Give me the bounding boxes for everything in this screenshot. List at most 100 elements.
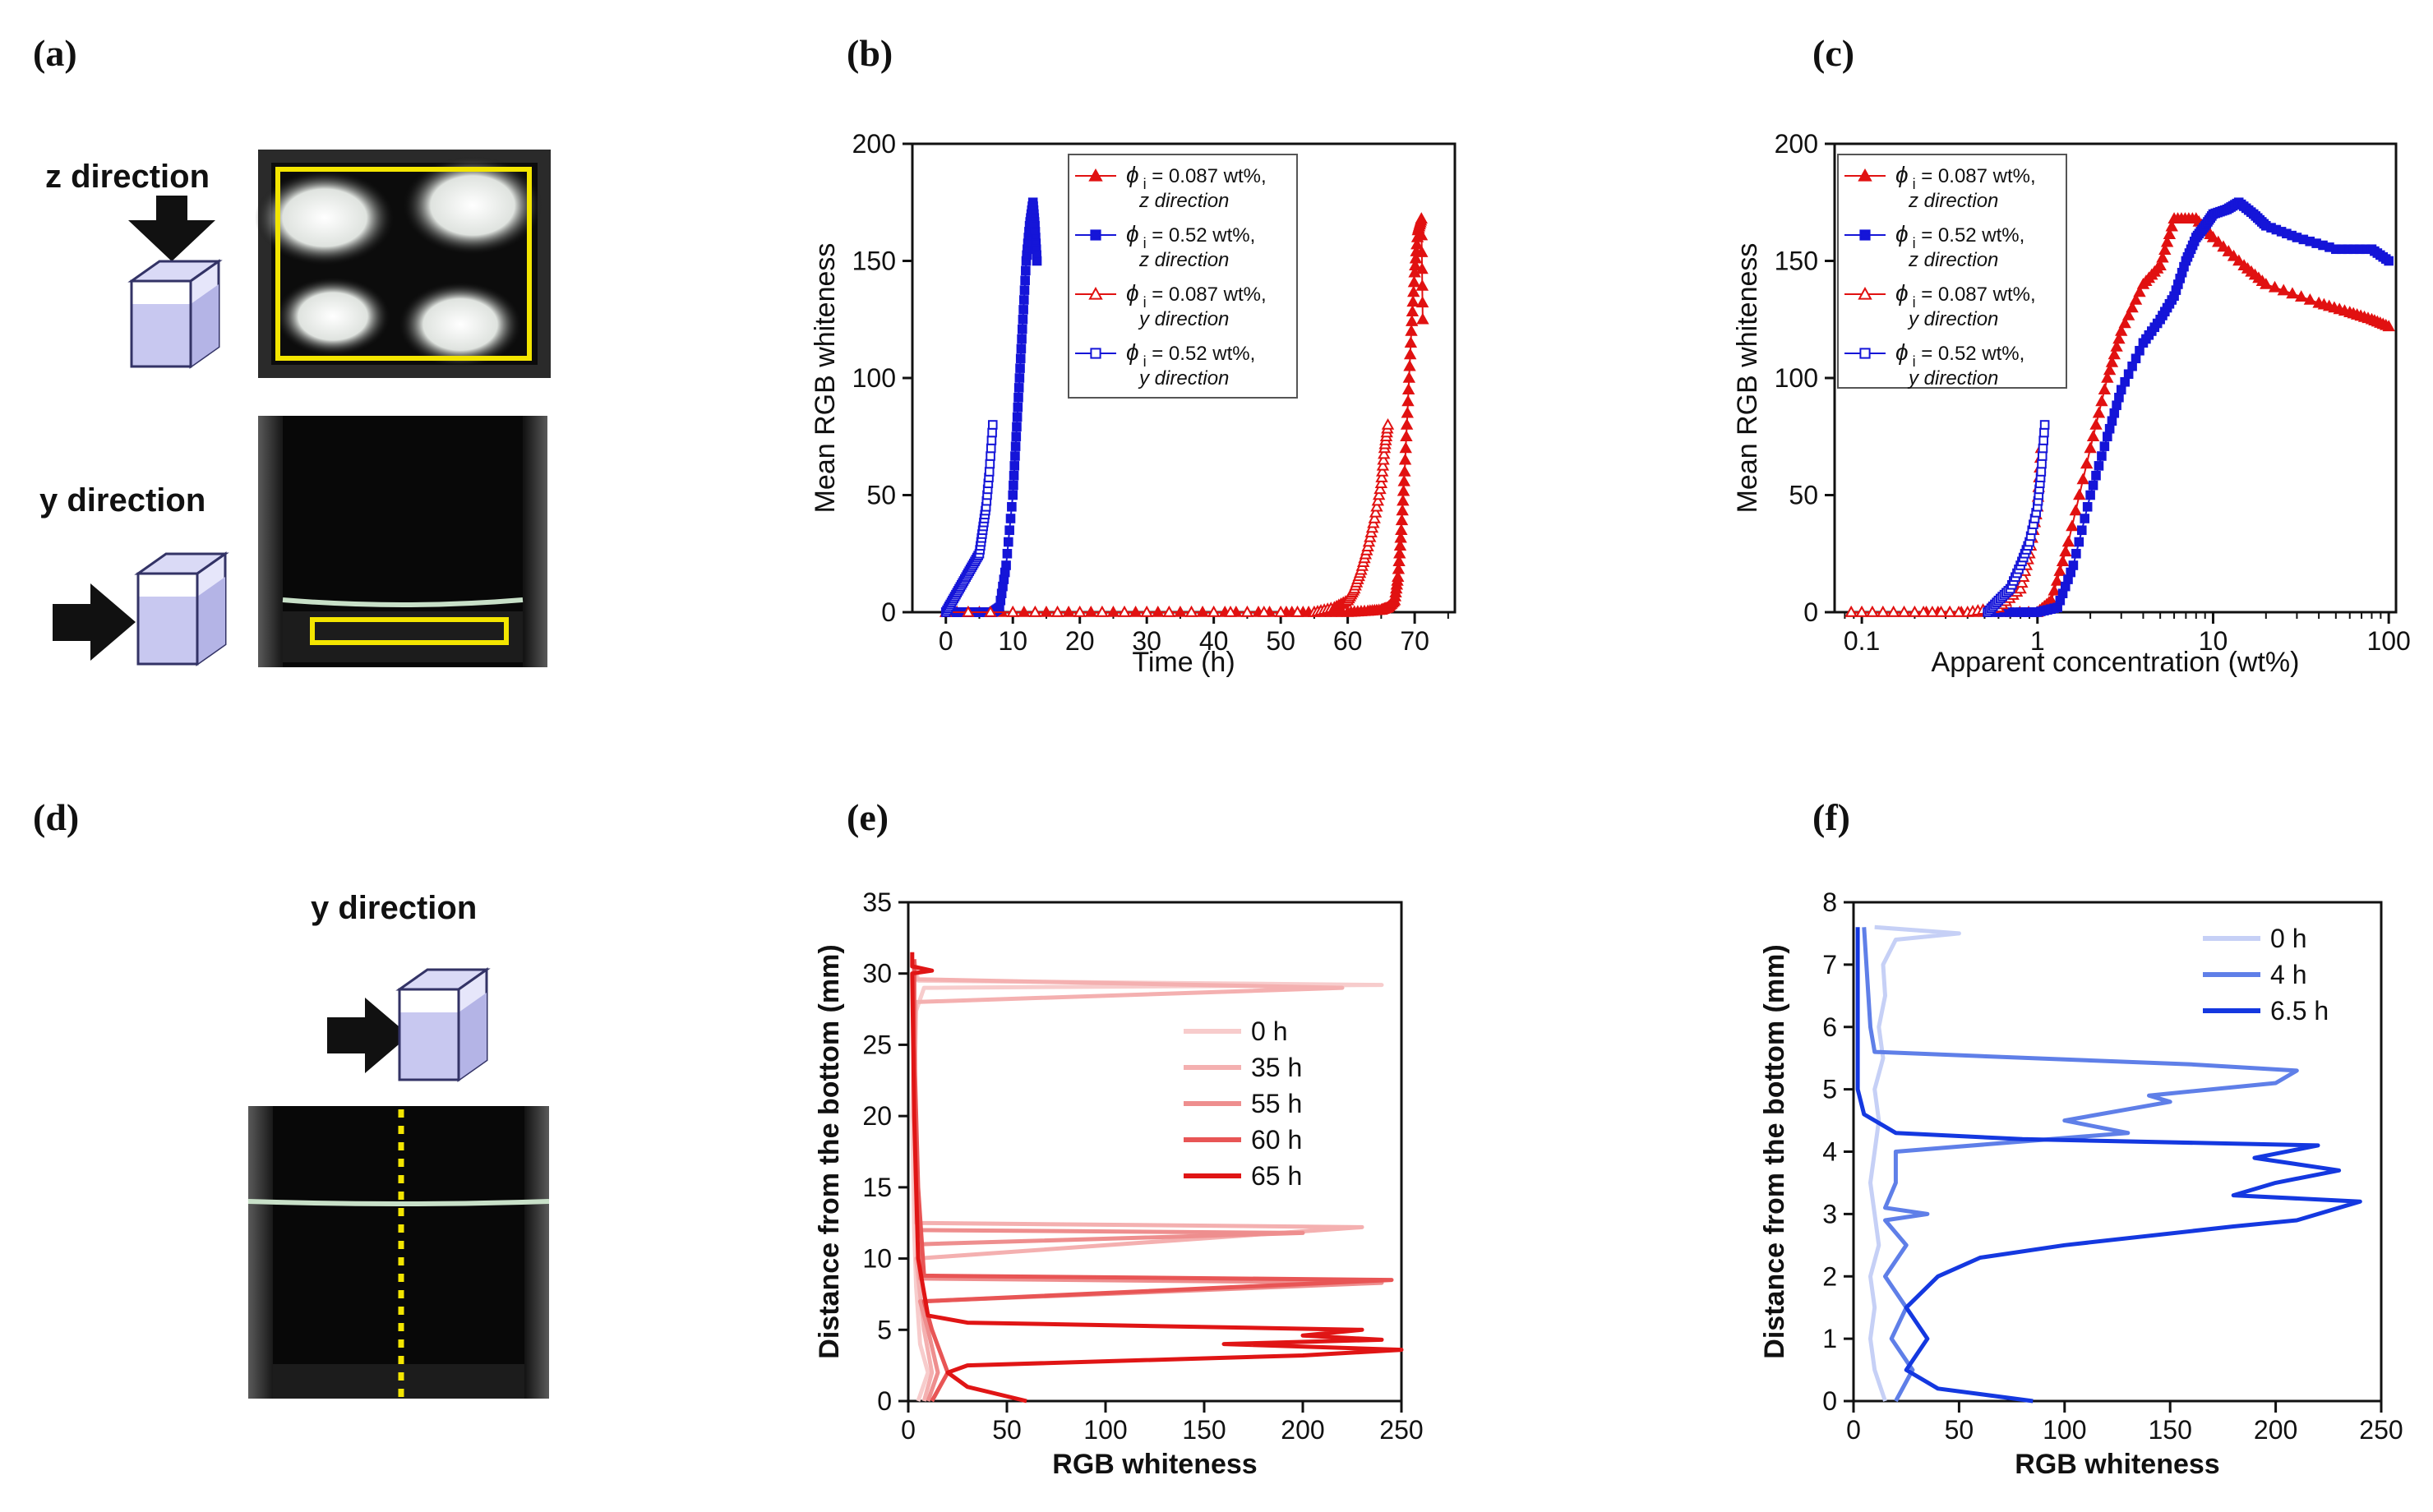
legend-label: ϕ i = 0.087 wt%, bbox=[1126, 280, 1267, 311]
data-point bbox=[1416, 312, 1429, 325]
data-point bbox=[1050, 605, 1064, 617]
data-point bbox=[1415, 262, 1429, 274]
data-point bbox=[1290, 605, 1304, 617]
chart-c: 0.1 1 10 100 0 50 100 150 200 Apparent concentrat… bbox=[1732, 129, 2411, 678]
data-point bbox=[962, 605, 975, 617]
data-point bbox=[1397, 474, 1410, 486]
series-0-087-wt-y bbox=[1844, 441, 2048, 617]
legend-marker bbox=[1088, 286, 1103, 300]
data-point bbox=[1369, 505, 1383, 518]
y-tick-label: 8 bbox=[1822, 887, 1837, 917]
data-point bbox=[2092, 406, 2106, 418]
data-point bbox=[1908, 605, 1922, 617]
data-point bbox=[2127, 361, 2137, 371]
data-point bbox=[1897, 605, 1911, 617]
data-point bbox=[1844, 605, 1858, 617]
legend-label: 35 h bbox=[1251, 1053, 1302, 1082]
data-point bbox=[1393, 546, 1406, 559]
data-point bbox=[2097, 451, 2107, 461]
data-point bbox=[1016, 343, 1027, 354]
data-point bbox=[2076, 525, 2087, 536]
data-point bbox=[2086, 430, 2100, 442]
right-arrow-icon bbox=[327, 998, 409, 1073]
z-direction-label: z direction bbox=[45, 159, 210, 195]
data-point bbox=[2015, 576, 2029, 588]
x-tick-label: 50 bbox=[992, 1415, 1022, 1445]
data-point bbox=[1018, 305, 1028, 315]
data-point bbox=[1368, 511, 1381, 523]
data-point bbox=[1410, 237, 1424, 250]
data-point bbox=[1403, 359, 1416, 371]
panel-label-e: (e) bbox=[847, 796, 889, 838]
legend-box bbox=[1068, 154, 1298, 399]
data-point bbox=[1012, 412, 1023, 422]
y-tick-label: 15 bbox=[862, 1173, 892, 1202]
data-point bbox=[2073, 488, 2086, 500]
data-point bbox=[1392, 562, 1406, 574]
data-point bbox=[1018, 314, 1028, 325]
data-point bbox=[1028, 605, 1042, 617]
series-4-h bbox=[1862, 927, 2299, 1403]
y-tick-label: 200 bbox=[852, 129, 896, 159]
legend-label: ϕ i = 0.087 wt%, bbox=[1895, 162, 2036, 192]
data-point bbox=[1397, 484, 1410, 496]
photo-d bbox=[247, 1106, 550, 1399]
data-point bbox=[1021, 265, 1031, 276]
highlight-box bbox=[310, 617, 509, 645]
data-point bbox=[1409, 259, 1422, 270]
y-axis-title: Mean RGB whiteness bbox=[1732, 243, 1763, 514]
data-point bbox=[1392, 555, 1406, 567]
x-tick-label: 100 bbox=[2366, 626, 2410, 656]
legend: 0 h 35 h 55 h 60 h 65 h bbox=[1184, 1016, 1302, 1191]
panel-d: y direction bbox=[247, 890, 550, 1399]
data-point bbox=[2101, 371, 2114, 383]
data-point bbox=[1010, 451, 1020, 461]
data-point bbox=[2217, 240, 2230, 252]
data-point bbox=[2103, 363, 2117, 376]
data-point bbox=[1096, 605, 1109, 617]
y-tick-label: 3 bbox=[1822, 1199, 1837, 1228]
data-point bbox=[2110, 339, 2123, 352]
data-point bbox=[1855, 605, 1868, 617]
data-point bbox=[1374, 477, 1388, 489]
data-point bbox=[1013, 402, 1023, 413]
legend-marker bbox=[1859, 348, 1871, 359]
legend-direction: y direction bbox=[1138, 367, 1229, 390]
legend-marker bbox=[1090, 229, 1101, 241]
y-tick-label: 200 bbox=[1775, 129, 1818, 159]
data-point bbox=[1008, 490, 1018, 500]
data-point bbox=[1240, 605, 1254, 617]
data-point bbox=[1015, 353, 1026, 364]
data-point bbox=[2227, 249, 2241, 261]
data-point bbox=[1394, 531, 1407, 543]
panel-a: z direction y direction bbox=[39, 150, 551, 667]
legend-label: 55 h bbox=[1251, 1089, 1302, 1118]
series-0-52-wt-y bbox=[940, 420, 998, 617]
y-tick-label: 0 bbox=[1822, 1386, 1837, 1416]
panel-label-d: (d) bbox=[33, 796, 79, 838]
data-point bbox=[2074, 537, 2084, 547]
data-point bbox=[2108, 348, 2121, 360]
data-point bbox=[2050, 574, 2064, 586]
panel-label-b: (b) bbox=[847, 32, 893, 74]
d-y-direction-label: y direction bbox=[311, 890, 477, 926]
y-axis-title: Distance from the bottom (mm) bbox=[814, 944, 845, 1358]
y-tick-label: 0 bbox=[881, 597, 896, 627]
data-point bbox=[1398, 464, 1411, 477]
x-axis-title: RGB whiteness bbox=[1052, 1449, 1257, 1480]
x-tick-label: 200 bbox=[2254, 1415, 2297, 1445]
data-point bbox=[2118, 316, 2131, 329]
data-point bbox=[986, 451, 995, 461]
y-axis-title: Mean RGB whiteness bbox=[810, 243, 841, 514]
data-point bbox=[1015, 363, 1025, 373]
x-tick-label: 10 bbox=[998, 626, 1027, 656]
legend-marker bbox=[1090, 348, 1101, 359]
data-point bbox=[1406, 295, 1420, 307]
data-point bbox=[1017, 334, 1027, 344]
legend-label: 65 h bbox=[1251, 1161, 1302, 1191]
data-point bbox=[1010, 441, 1021, 451]
data-point bbox=[2091, 470, 2101, 481]
data-point bbox=[1401, 406, 1414, 418]
legend-direction: y direction bbox=[1138, 308, 1229, 330]
data-point bbox=[984, 605, 997, 617]
